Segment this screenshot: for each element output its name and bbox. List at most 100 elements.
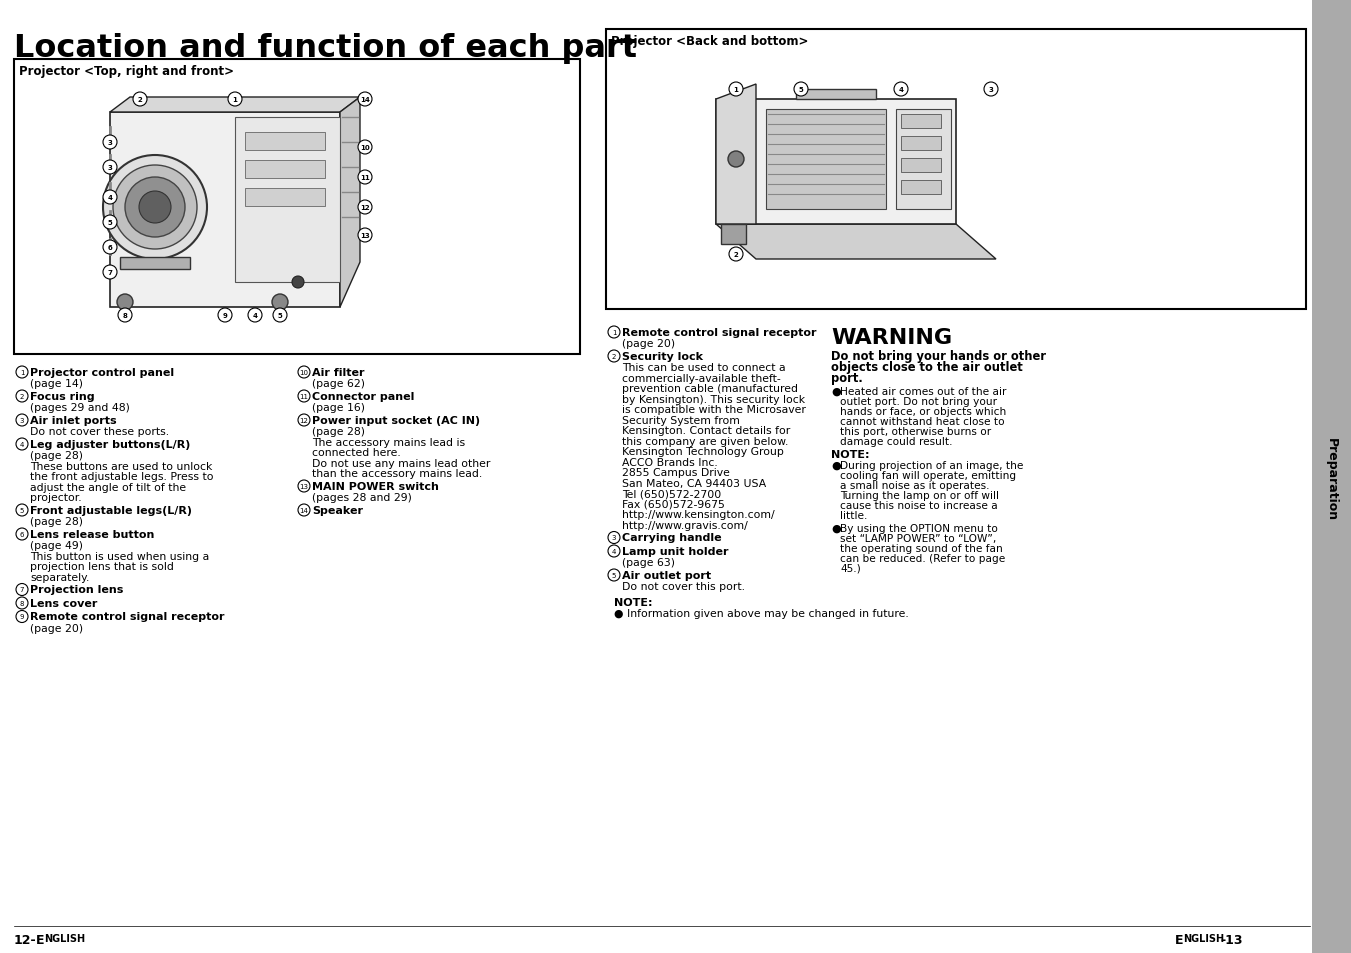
Polygon shape: [716, 225, 996, 260]
Text: Do not use any mains lead other: Do not use any mains lead other: [312, 458, 490, 469]
Circle shape: [16, 391, 28, 402]
Bar: [901, 115, 942, 129]
Bar: [896, 110, 951, 210]
Text: 2: 2: [20, 394, 24, 399]
Text: projector.: projector.: [30, 493, 81, 503]
Text: NGLISH: NGLISH: [45, 933, 85, 943]
Text: Lens release button: Lens release button: [30, 530, 154, 539]
Circle shape: [358, 229, 372, 243]
Text: (page 28): (page 28): [30, 451, 82, 461]
Circle shape: [272, 294, 288, 311]
Text: than the accessory mains lead.: than the accessory mains lead.: [312, 469, 482, 479]
Text: 13: 13: [361, 233, 370, 239]
Bar: [245, 189, 326, 207]
Text: E: E: [1175, 933, 1183, 946]
Text: 5: 5: [798, 87, 804, 92]
Text: This can be used to connect a: This can be used to connect a: [621, 363, 786, 374]
Text: Projector <Back and bottom>: Projector <Back and bottom>: [611, 35, 808, 48]
Circle shape: [103, 215, 118, 230]
Text: 2855 Campus Drive: 2855 Campus Drive: [621, 468, 730, 478]
Text: Projector control panel: Projector control panel: [30, 368, 174, 377]
Text: 10: 10: [361, 145, 370, 151]
Text: 4: 4: [20, 441, 24, 448]
Text: Do not cover this port.: Do not cover this port.: [621, 582, 744, 592]
Text: -13: -13: [1220, 933, 1243, 946]
Polygon shape: [716, 85, 757, 225]
Text: projection lens that is sold: projection lens that is sold: [30, 562, 174, 572]
Circle shape: [132, 92, 147, 107]
Text: separately.: separately.: [30, 573, 89, 582]
Text: ●: ●: [831, 460, 840, 471]
Bar: [607, 30, 1306, 310]
Text: a small noise as it operates.: a small noise as it operates.: [840, 480, 989, 491]
Text: set “LAMP POWER” to “LOW”,: set “LAMP POWER” to “LOW”,: [840, 534, 996, 543]
Text: 4: 4: [108, 194, 112, 201]
Text: (page 28): (page 28): [312, 427, 365, 437]
Bar: [245, 132, 326, 151]
Text: 1: 1: [734, 87, 739, 92]
Circle shape: [103, 266, 118, 280]
Text: port.: port.: [831, 372, 863, 385]
Text: Turning the lamp on or off will: Turning the lamp on or off will: [840, 491, 998, 500]
Bar: [901, 159, 942, 172]
Text: (page 20): (page 20): [30, 623, 84, 634]
Text: Remote control signal receptor: Remote control signal receptor: [621, 328, 816, 337]
Circle shape: [358, 141, 372, 154]
Circle shape: [103, 191, 118, 205]
Circle shape: [894, 83, 908, 97]
Text: (pages 28 and 29): (pages 28 and 29): [312, 493, 412, 503]
Circle shape: [103, 161, 118, 174]
Circle shape: [139, 192, 172, 224]
Text: 2: 2: [138, 97, 142, 103]
Text: Air inlet ports: Air inlet ports: [30, 416, 116, 426]
Text: MAIN POWER switch: MAIN POWER switch: [312, 481, 439, 492]
Text: NOTE:: NOTE:: [613, 598, 653, 607]
Text: 6: 6: [20, 532, 24, 537]
Text: 5: 5: [20, 507, 24, 514]
Text: 9: 9: [223, 313, 227, 318]
Text: 5: 5: [277, 313, 282, 318]
Text: Heated air comes out of the air: Heated air comes out of the air: [840, 387, 1006, 396]
Text: cooling fan will operate, emitting: cooling fan will operate, emitting: [840, 471, 1016, 480]
Text: Tel (650)572-2700: Tel (650)572-2700: [621, 489, 721, 499]
Text: 4: 4: [253, 313, 258, 318]
Text: Do not cover these ports.: Do not cover these ports.: [30, 427, 169, 437]
Text: http://www.gravis.com/: http://www.gravis.com/: [621, 520, 747, 531]
Bar: [721, 225, 746, 245]
Text: by Kensington). This security lock: by Kensington). This security lock: [621, 395, 805, 405]
Text: 1: 1: [20, 370, 24, 375]
Bar: [766, 110, 886, 210]
Circle shape: [730, 83, 743, 97]
Text: 11: 11: [361, 174, 370, 181]
Circle shape: [728, 152, 744, 168]
Circle shape: [608, 569, 620, 581]
Text: damage could result.: damage could result.: [840, 436, 952, 447]
Text: 12: 12: [361, 205, 370, 211]
Circle shape: [608, 545, 620, 558]
Text: 13: 13: [300, 483, 308, 490]
Bar: [901, 137, 942, 151]
Text: 5: 5: [612, 573, 616, 578]
Text: Security lock: Security lock: [621, 352, 703, 361]
Circle shape: [358, 171, 372, 185]
Text: 12-: 12-: [14, 933, 36, 946]
Text: This button is used when using a: This button is used when using a: [30, 552, 209, 561]
Bar: [1312, 0, 1351, 953]
Text: Remote control signal receptor: Remote control signal receptor: [30, 612, 224, 622]
Circle shape: [113, 166, 197, 250]
Bar: [14, 60, 580, 355]
Text: 9: 9: [20, 614, 24, 619]
Circle shape: [16, 598, 28, 609]
Text: San Mateo, CA 94403 USA: San Mateo, CA 94403 USA: [621, 478, 766, 489]
Text: 1: 1: [612, 330, 616, 335]
Text: Carrying handle: Carrying handle: [621, 533, 721, 543]
Circle shape: [16, 504, 28, 517]
Text: ●: ●: [831, 523, 840, 534]
Text: is compatible with the Microsaver: is compatible with the Microsaver: [621, 405, 807, 416]
Text: Kensington. Contact details for: Kensington. Contact details for: [621, 426, 790, 436]
Bar: [901, 181, 942, 194]
Text: 3: 3: [612, 535, 616, 541]
Text: (page 14): (page 14): [30, 379, 82, 389]
Text: NOTE:: NOTE:: [831, 450, 870, 459]
Text: little.: little.: [840, 511, 867, 520]
